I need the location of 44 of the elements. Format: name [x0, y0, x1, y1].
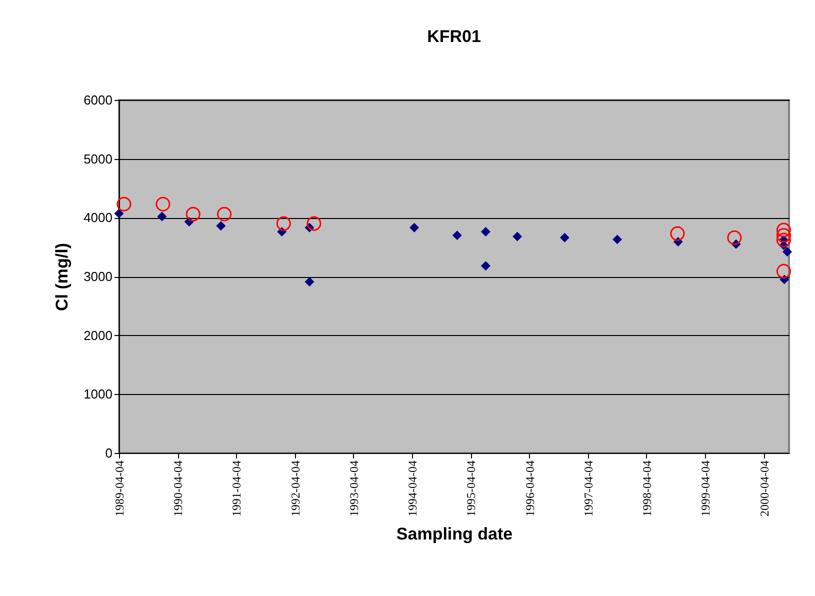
point: [304, 277, 314, 287]
x-tick-label: 1998-04-04: [640, 460, 654, 516]
y-tick-label: 1000: [84, 386, 112, 402]
point: [776, 222, 791, 238]
x-axis-title: Sampling date: [396, 524, 513, 544]
point: [186, 206, 200, 222]
point: [276, 216, 291, 231]
point: [452, 230, 462, 240]
point: [217, 206, 232, 222]
x-tick-label: 1989-04-04: [112, 460, 126, 516]
point: [116, 196, 132, 212]
x-tick-label: 1992-04-04: [288, 460, 302, 516]
y-axis-title: Cl (mg/l): [52, 243, 72, 311]
chart-title: KFR01: [427, 27, 481, 46]
point: [776, 264, 791, 278]
point: [512, 232, 522, 242]
x-tick-label: 1996-04-04: [522, 460, 537, 516]
x-tick-label: 1999-04-04: [698, 460, 713, 516]
point: [776, 228, 791, 243]
y-tick-label: 5000: [84, 151, 112, 166]
y-tick-label: 6000: [84, 92, 112, 108]
point: [727, 230, 742, 245]
point: [670, 226, 685, 241]
point: [612, 234, 622, 244]
x-tick-label: 1991-04-04: [230, 460, 244, 516]
x-tick-label: 1993-04-04: [346, 460, 361, 516]
y-tick-label: 4000: [84, 210, 112, 226]
point: [480, 227, 490, 237]
point: [782, 247, 792, 257]
y-tick-label: 0: [105, 446, 112, 460]
x-tick-label: 1994-04-04: [406, 460, 420, 516]
point: [480, 261, 490, 271]
point: [560, 232, 570, 242]
point: [410, 222, 420, 232]
x-tick-label: 2000-04-04: [757, 460, 772, 516]
y-tick-label: 3000: [84, 269, 112, 284]
point: [156, 196, 170, 212]
point: [306, 216, 322, 231]
x-tick-label: 1995-04-04: [464, 460, 478, 516]
x-tick-label: 1990-04-04: [171, 460, 186, 516]
y-tick-label: 2000: [84, 328, 112, 343]
x-tick-label: 1997-04-04: [581, 460, 596, 516]
point: [157, 212, 167, 222]
point: [216, 221, 226, 231]
